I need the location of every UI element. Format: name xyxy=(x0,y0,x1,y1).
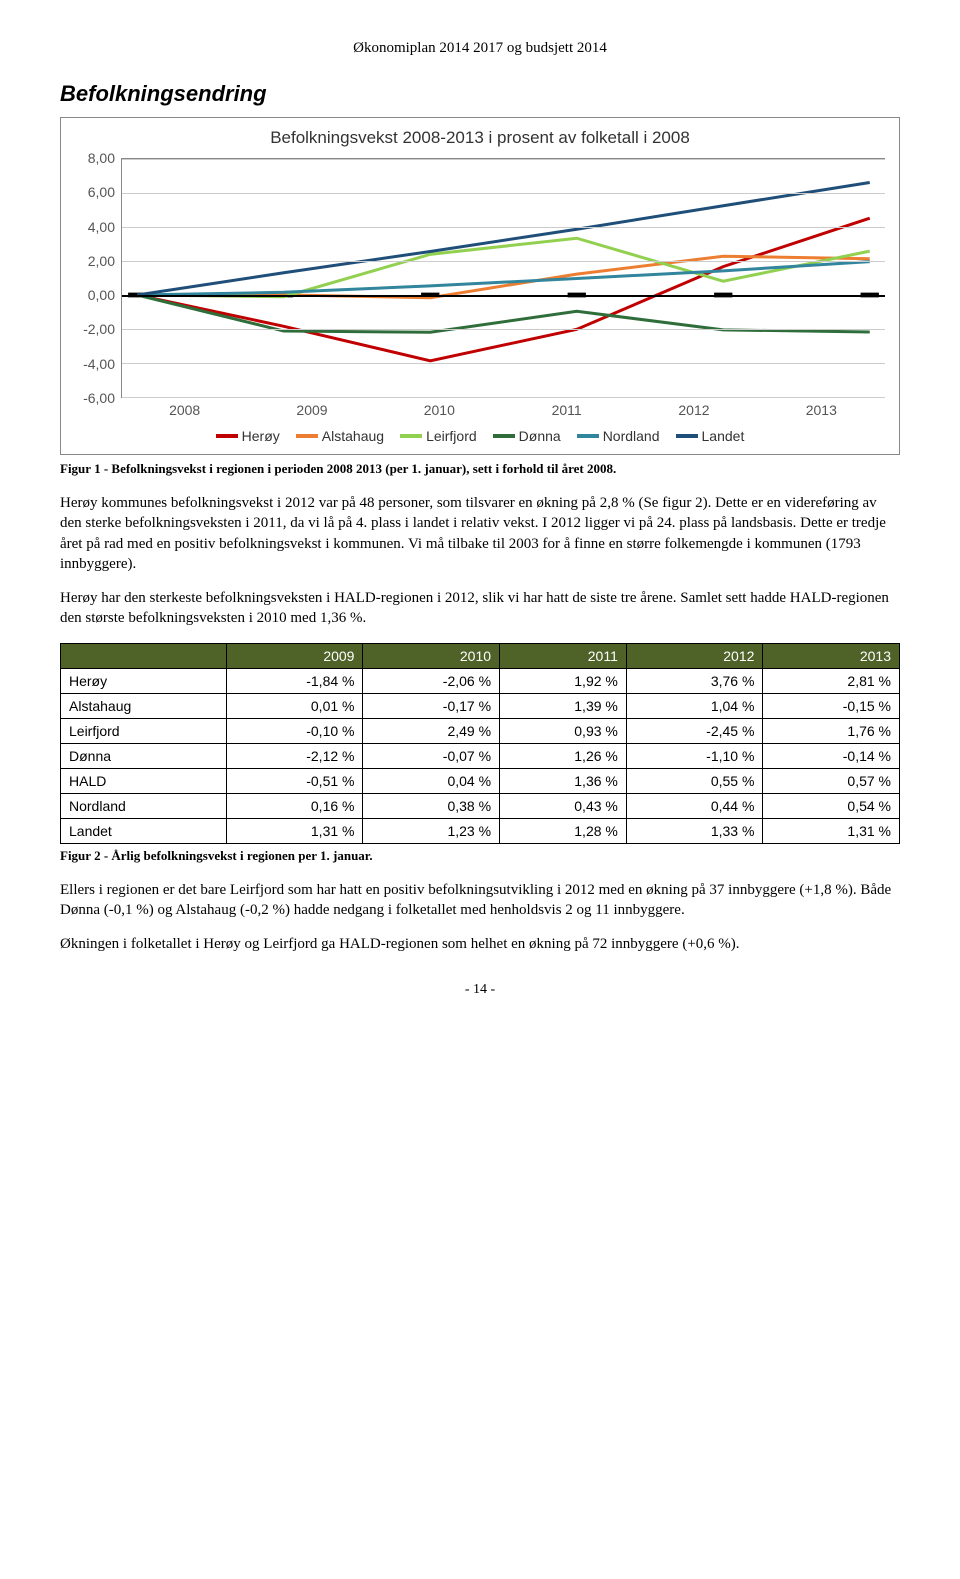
paragraph-2: Herøy har den sterkeste befolkningsvekst… xyxy=(60,588,900,629)
legend-swatch xyxy=(216,434,238,438)
table-cell: 1,04 % xyxy=(626,693,763,718)
table-row: Landet1,31 %1,23 %1,28 %1,33 %1,31 % xyxy=(61,818,900,843)
paragraph-4: Økningen i folketallet i Herøy og Leirfj… xyxy=(60,934,900,954)
legend-label: Herøy xyxy=(242,428,280,444)
x-tick: 2010 xyxy=(376,402,503,418)
table-row: Dønna-2,12 %-0,07 %1,26 %-1,10 %-0,14 % xyxy=(61,743,900,768)
table-header-cell: 2010 xyxy=(363,643,500,668)
figure-2-caption: Figur 2 - Årlig befolkningsvekst i regio… xyxy=(60,848,900,864)
table-cell: 1,76 % xyxy=(763,718,900,743)
table-cell: 1,92 % xyxy=(500,668,627,693)
table-cell: Herøy xyxy=(61,668,227,693)
table-cell: Nordland xyxy=(61,793,227,818)
growth-table: 20092010201120122013Herøy-1,84 %-2,06 %1… xyxy=(60,643,900,844)
x-tick: 2008 xyxy=(121,402,248,418)
table-cell: 0,54 % xyxy=(763,793,900,818)
table-row: Herøy-1,84 %-2,06 %1,92 %3,76 %2,81 % xyxy=(61,668,900,693)
table-cell: 0,04 % xyxy=(363,768,500,793)
legend-swatch xyxy=(676,434,698,438)
chart-y-axis: 8,006,004,002,000,00-2,00-4,00-6,00 xyxy=(75,158,121,398)
table-cell: -0,10 % xyxy=(226,718,363,743)
chart-title: Befolkningsvekst 2008-2013 i prosent av … xyxy=(75,128,885,148)
legend-item: Dønna xyxy=(493,428,561,444)
table-cell: 3,76 % xyxy=(626,668,763,693)
population-chart: Befolkningsvekst 2008-2013 i prosent av … xyxy=(60,117,900,455)
table-cell: -0,17 % xyxy=(363,693,500,718)
table-header-cell: 2011 xyxy=(500,643,627,668)
section-title: Befolkningsendring xyxy=(60,81,900,107)
chart-x-axis: 200820092010201120122013 xyxy=(121,402,885,418)
table-cell: -2,06 % xyxy=(363,668,500,693)
table-cell: Alstahaug xyxy=(61,693,227,718)
legend-swatch xyxy=(400,434,422,438)
table-cell: Landet xyxy=(61,818,227,843)
table-cell: -0,15 % xyxy=(763,693,900,718)
table-cell: 0,93 % xyxy=(500,718,627,743)
legend-label: Landet xyxy=(702,428,745,444)
x-tick: 2013 xyxy=(758,402,885,418)
table-cell: -1,84 % xyxy=(226,668,363,693)
legend-swatch xyxy=(296,434,318,438)
table-header-cell: 2013 xyxy=(763,643,900,668)
legend-swatch xyxy=(577,434,599,438)
table-cell: 2,81 % xyxy=(763,668,900,693)
paragraph-3: Ellers i regionen er det bare Leirfjord … xyxy=(60,880,900,921)
legend-label: Dønna xyxy=(519,428,561,444)
table-cell: 0,43 % xyxy=(500,793,627,818)
table-cell: 1,39 % xyxy=(500,693,627,718)
legend-label: Alstahaug xyxy=(322,428,384,444)
table-cell: 1,31 % xyxy=(763,818,900,843)
legend-label: Nordland xyxy=(603,428,660,444)
legend-item: Herøy xyxy=(216,428,280,444)
table-cell: 0,16 % xyxy=(226,793,363,818)
table-cell: 0,55 % xyxy=(626,768,763,793)
table-cell: 0,38 % xyxy=(363,793,500,818)
chart-plot-area xyxy=(121,158,885,398)
legend-item: Leirfjord xyxy=(400,428,477,444)
table-cell: -2,45 % xyxy=(626,718,763,743)
legend-item: Landet xyxy=(676,428,745,444)
table-cell: -0,07 % xyxy=(363,743,500,768)
figure-1-caption: Figur 1 - Befolkningsvekst i regionen i … xyxy=(60,461,900,477)
table-cell: -2,12 % xyxy=(226,743,363,768)
table-cell: -0,14 % xyxy=(763,743,900,768)
table-row: HALD-0,51 %0,04 %1,36 %0,55 %0,57 % xyxy=(61,768,900,793)
table-cell: HALD xyxy=(61,768,227,793)
table-cell: 1,28 % xyxy=(500,818,627,843)
table-cell: -0,51 % xyxy=(226,768,363,793)
table-cell: 0,44 % xyxy=(626,793,763,818)
chart-legend: Herøy Alstahaug Leirfjord Dønna Nordland Land… xyxy=(75,428,885,444)
x-tick: 2009 xyxy=(248,402,375,418)
table-header-cell: 2009 xyxy=(226,643,363,668)
legend-item: Nordland xyxy=(577,428,660,444)
table-cell: -1,10 % xyxy=(626,743,763,768)
table-cell: 0,01 % xyxy=(226,693,363,718)
table-cell: 1,31 % xyxy=(226,818,363,843)
x-tick: 2011 xyxy=(503,402,630,418)
table-row: Nordland0,16 %0,38 %0,43 %0,44 %0,54 % xyxy=(61,793,900,818)
table-cell: 1,36 % xyxy=(500,768,627,793)
paragraph-1: Herøy kommunes befolkningsvekst i 2012 v… xyxy=(60,493,900,574)
table-header-cell xyxy=(61,643,227,668)
page-number: - 14 - xyxy=(60,982,900,998)
table-row: Leirfjord-0,10 %2,49 %0,93 %-2,45 %1,76 … xyxy=(61,718,900,743)
table-cell: 1,26 % xyxy=(500,743,627,768)
legend-swatch xyxy=(493,434,515,438)
table-cell: 0,57 % xyxy=(763,768,900,793)
page-header: Økonomiplan 2014 2017 og budsjett 2014 xyxy=(60,40,900,57)
legend-item: Alstahaug xyxy=(296,428,384,444)
table-cell: 2,49 % xyxy=(363,718,500,743)
table-header-cell: 2012 xyxy=(626,643,763,668)
table-row: Alstahaug0,01 %-0,17 %1,39 %1,04 %-0,15 … xyxy=(61,693,900,718)
table-cell: 1,23 % xyxy=(363,818,500,843)
x-tick: 2012 xyxy=(630,402,757,418)
table-cell: Leirfjord xyxy=(61,718,227,743)
legend-label: Leirfjord xyxy=(426,428,477,444)
table-cell: 1,33 % xyxy=(626,818,763,843)
table-cell: Dønna xyxy=(61,743,227,768)
